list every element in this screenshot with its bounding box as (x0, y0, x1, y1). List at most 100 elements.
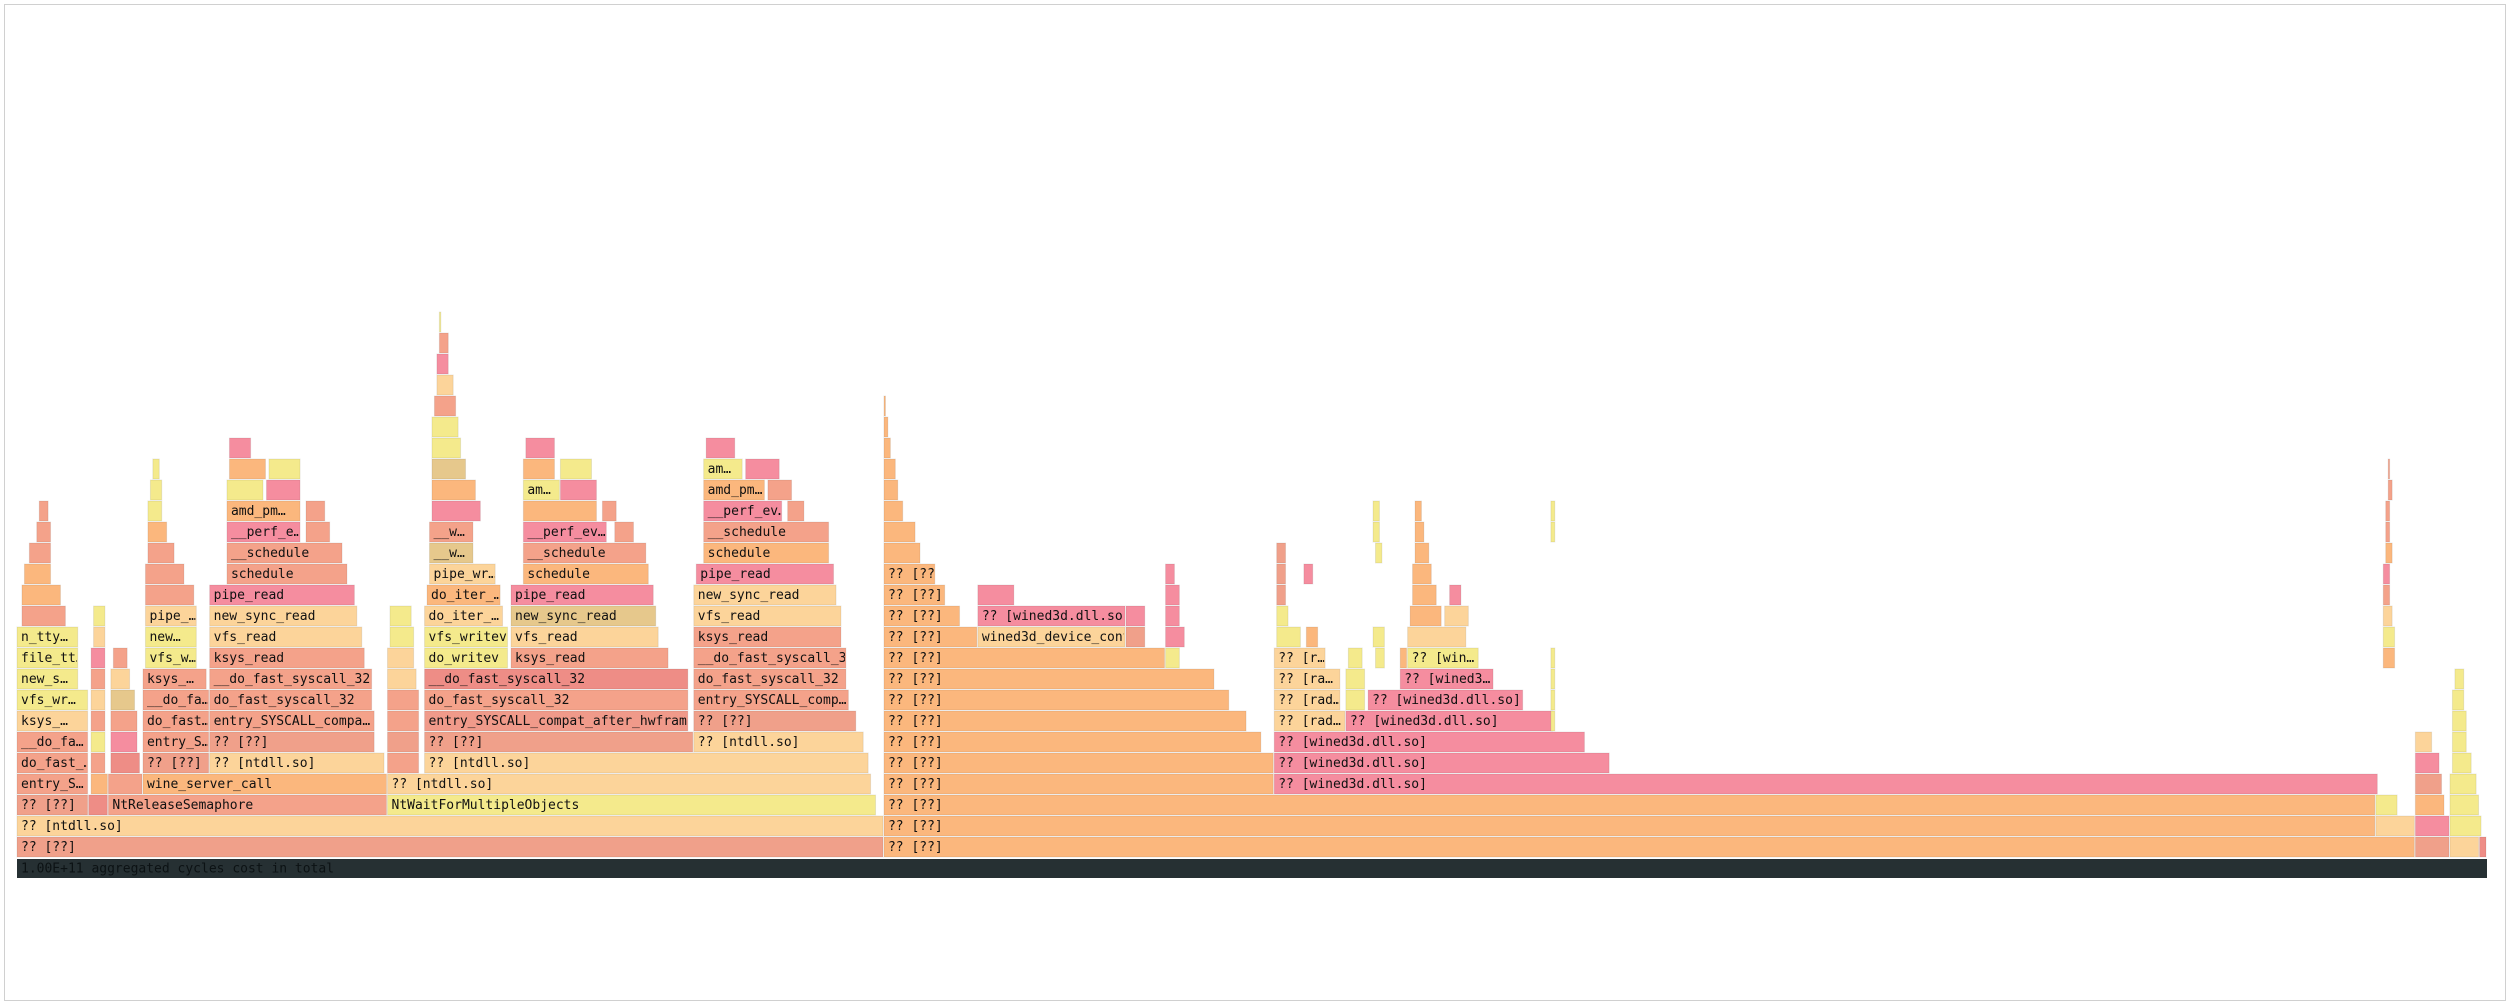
frame (2382, 584, 2391, 606)
frame (147, 521, 168, 543)
frame: vfs_writev (424, 626, 509, 648)
frame-box (703, 542, 830, 564)
frame: ?? [??] (883, 605, 961, 627)
frame-box (387, 731, 420, 753)
frame (787, 500, 805, 522)
frame-box (1276, 542, 1287, 564)
frame-box (1550, 647, 1556, 669)
frame-box (2449, 815, 2482, 837)
frame-box (209, 605, 358, 627)
frame-box (1273, 773, 2378, 795)
frame-box (90, 773, 108, 795)
frame-label: ?? [??] (888, 588, 943, 603)
frame (110, 668, 131, 690)
frame-box (522, 500, 597, 522)
frame-box (107, 773, 143, 795)
frame-box (693, 731, 864, 753)
frame-box (431, 500, 481, 522)
frame: ?? [rad… (1273, 710, 1346, 732)
frame (1414, 542, 1430, 564)
frame-label: ?? [??] (888, 672, 943, 687)
frame-box (147, 542, 175, 564)
frame-box (522, 563, 649, 585)
frame (1414, 521, 1425, 543)
frame: __do_fast_syscall_32 (693, 647, 847, 669)
frame: do_iter_… (424, 605, 504, 627)
frame-box (1273, 647, 1326, 669)
frame-box (387, 773, 872, 795)
frame-box (268, 458, 301, 480)
frame-box (1399, 647, 1408, 669)
frame (1165, 605, 1180, 627)
frame-label: ?? [wined3d.dll.so] (982, 609, 1131, 624)
frame-box (1345, 668, 1366, 690)
frame-label: wined3d_device_cont… (982, 630, 1139, 645)
frame-box (883, 563, 936, 585)
frame (1414, 500, 1422, 522)
frame (2451, 731, 2467, 753)
frame: do_fast… (142, 710, 210, 732)
frame: pipe_read (695, 563, 835, 585)
frame-label: __perf_ev… (527, 525, 605, 540)
frame (2414, 815, 2450, 837)
frame-label: ?? [wined3d.dll.so] (1278, 777, 1427, 792)
frame-box (2387, 458, 2391, 480)
frame-box (787, 500, 805, 522)
frame (110, 710, 138, 732)
frame-label: __schedule (527, 546, 605, 561)
frame-box (16, 689, 89, 711)
frame-box (110, 752, 140, 774)
frame-box (883, 500, 904, 522)
frame-box (1550, 710, 1556, 732)
frame (149, 479, 163, 501)
frame-box (2451, 689, 2465, 711)
frame-box (2387, 479, 2393, 501)
frame-label: do_iter_… (431, 588, 502, 603)
frame: __do_fast_syscall_32 (209, 668, 373, 690)
frame (1345, 689, 1366, 711)
frame (705, 437, 736, 459)
frame-box (144, 605, 197, 627)
frame (614, 521, 634, 543)
frame: do_iter_… (426, 584, 502, 606)
frame: do_writev (424, 647, 509, 669)
frame (883, 395, 886, 417)
frame-box (2385, 500, 2391, 522)
frame-label: entry_SYSCALL_compat_after_hwframe (429, 714, 695, 729)
frame-box (426, 584, 501, 606)
frame (90, 710, 106, 732)
frame-box (387, 668, 417, 690)
frame-box (1444, 605, 1469, 627)
frame-label: ?? [??] (888, 756, 943, 771)
frame-box (2385, 521, 2391, 543)
frame-box (209, 626, 363, 648)
frame (601, 500, 617, 522)
frame: ?? [ntdll.so] (693, 731, 864, 753)
frame: entry_S… (142, 731, 210, 753)
frame-box (883, 521, 916, 543)
frame-box (883, 647, 1166, 669)
frame-box (703, 458, 743, 480)
frame-box (142, 731, 210, 753)
frame-label: pipe_read (214, 588, 284, 603)
frame (147, 542, 175, 564)
frame-box (209, 731, 375, 753)
frame-box (305, 500, 326, 522)
frame (2385, 521, 2391, 543)
frame-box (1375, 542, 1383, 564)
frame-label: do_fast_… (21, 756, 92, 771)
frame: __perf_e… (226, 521, 301, 543)
frame: do_fast_… (16, 752, 92, 774)
frame (767, 479, 793, 501)
frame: vfs_read (209, 626, 363, 648)
frame: ?? [??] (883, 563, 936, 585)
frame-box (226, 542, 343, 564)
frame (90, 689, 106, 711)
frame-label: ?? [win… (1412, 651, 1475, 666)
frame-label: ?? [ntdll.so] (392, 777, 494, 792)
frame-box (428, 563, 496, 585)
frame (1449, 584, 1462, 606)
frame-box (2451, 710, 2467, 732)
frame-box (144, 647, 197, 669)
frame-box (522, 521, 607, 543)
